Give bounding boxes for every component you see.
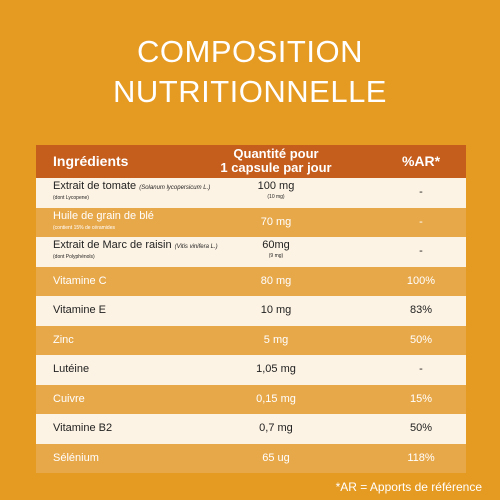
table-row: Vitamine B2 0,7 mg 50%: [36, 414, 466, 444]
ingredient-label: Vitamine C: [53, 274, 107, 287]
nutrition-table: Ingrédients Quantité pour 1 capsule par …: [36, 145, 466, 473]
ingredient-label: Sélénium: [53, 451, 99, 464]
table-row: Zinc 5 mg 50%: [36, 325, 466, 355]
ar-value: -: [419, 215, 423, 228]
quantity: 65 ug: [262, 451, 290, 464]
ar-value: 50%: [409, 333, 433, 346]
ingredient-label: Vitamine E: [53, 304, 106, 316]
header-ar: %AR*: [401, 153, 441, 169]
ingredient-label: Cuivre: [53, 392, 85, 405]
ar-value: 118%: [407, 451, 435, 464]
header-quantity-line-2: 1 capsule par jour: [220, 160, 332, 175]
ingredient-subnote: (contient 15% de céramides: [53, 224, 115, 231]
ingredient-label: Extrait de tomate: [53, 180, 137, 192]
ar-value: 83%: [409, 304, 433, 316]
ingredient-subnote: (dont Polyphénols): [53, 254, 95, 260]
table-row: Sélénium 65 ug 118%: [36, 443, 466, 473]
ar-value: 50%: [409, 422, 433, 434]
table-row: Lutéine 1,05 mg -: [36, 355, 466, 385]
table-row: Extrait de Marc de raisin (Vitis vinifer…: [36, 237, 466, 267]
quantity: 1,05 mg: [256, 363, 296, 375]
quantity: 70 mg: [260, 215, 292, 228]
quantity: 5 mg: [263, 333, 289, 346]
header-quantity-line-1: Quantité pour: [233, 146, 319, 161]
ingredient-label: Extrait de Marc de raisin: [53, 239, 172, 251]
ingredient-label: Huile de grain de blé: [53, 209, 154, 222]
quantity-subnote: (9 mg): [268, 253, 284, 259]
header-ingredients: Ingrédients: [53, 153, 129, 169]
ingredient-name: Huile de grain de blé: [53, 210, 154, 222]
page-title-line-1: COMPOSITION: [137, 34, 363, 69]
table-row: Vitamine E 10 mg 83%: [36, 296, 466, 326]
ar-value: -: [419, 186, 423, 198]
quantity: 0,7 mg: [259, 422, 293, 434]
footnote: *AR = Apports de référence: [335, 480, 482, 494]
ar-value: 100%: [406, 274, 436, 287]
table-row: Huile de grain de blé (contient 15% de c…: [36, 207, 466, 237]
ingredient-name: Extrait de tomate (Solanum lycopersicum …: [53, 180, 210, 192]
ar-value: 15%: [409, 392, 433, 405]
ingredient-label: Vitamine B2: [53, 422, 113, 434]
quantity: 80 mg: [260, 274, 292, 287]
ingredient-scientific-name: (Vitis vinifera L.): [174, 244, 218, 250]
table-row: Vitamine C 80 mg 100%: [36, 266, 466, 296]
page-title-line-2: NUTRITIONNELLE: [113, 74, 387, 109]
quantity: 0,15 mg: [256, 392, 296, 405]
ingredient-scientific-name: (Solanum lycopersicum L.): [139, 185, 211, 191]
table-row: Extrait de tomate (Solanum lycopersicum …: [36, 178, 466, 208]
ingredient-label: Lutéine: [53, 363, 90, 375]
ingredient-subnote: (dont Lycopene): [53, 195, 89, 201]
quantity: 100 mg: [257, 180, 295, 192]
quantity-subnote: (10 mg): [267, 194, 285, 200]
table-header: Ingrédients Quantité pour 1 capsule par …: [36, 145, 466, 178]
ingredient-label: Zinc: [53, 333, 74, 346]
ar-value: -: [419, 363, 423, 375]
header-quantity: Quantité pour 1 capsule par jour: [206, 147, 346, 175]
quantity: 10 mg: [260, 304, 292, 316]
ar-value: -: [419, 245, 423, 257]
quantity: 60mg: [262, 239, 290, 251]
ingredient-name: Extrait de Marc de raisin (Vitis vinifer…: [53, 239, 218, 251]
table-row: Cuivre 0,15 mg 15%: [36, 384, 466, 414]
